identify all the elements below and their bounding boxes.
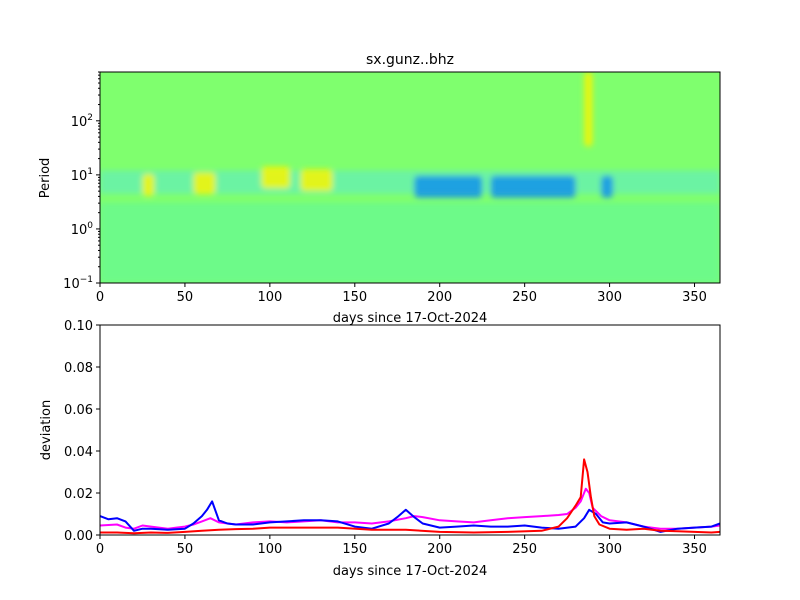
spectrogram-lower-band — [100, 203, 720, 283]
deviation-x-axis-label: days since 17-Oct-2024 — [333, 564, 488, 579]
spectrogram-x-tick-label: 250 — [512, 290, 537, 305]
spectrogram-feature-7 — [584, 72, 593, 147]
deviation-y-tick-label: 0.08 — [64, 361, 93, 376]
spectrogram-y-tick-label: 10−1 — [63, 275, 93, 292]
chart-title: sx.gunz..bhz — [366, 52, 454, 68]
deviation-frame — [99, 324, 721, 536]
deviation-x-tick-label: 250 — [512, 542, 537, 557]
deviation-x-tick-label: 200 — [427, 542, 452, 557]
spectrogram-y-tick-label: 100 — [71, 221, 94, 238]
deviation-x-tick-label: 0 — [96, 542, 104, 557]
deviation-y-axis-label: deviation — [39, 400, 54, 460]
deviation-series-1 — [100, 500, 720, 533]
spectrogram-feature-6 — [601, 175, 613, 198]
deviation-x-tick-label: 300 — [597, 542, 622, 557]
spectrogram-x-tick-label: 150 — [342, 290, 367, 305]
spectrogram-x-tick-label: 300 — [597, 290, 622, 305]
deviation-x-tick-label: 50 — [177, 542, 194, 557]
spectrogram-feature-2 — [261, 166, 291, 189]
spectrogram-feature-4 — [414, 175, 483, 198]
spectrogram-x-tick-label: 50 — [177, 290, 194, 305]
spectrogram-x-tick-label: 100 — [257, 290, 282, 305]
deviation-series-2 — [100, 458, 720, 535]
spectrogram-feature-1 — [193, 172, 216, 195]
spectrogram-panel: 0 50 100 150 200 250 300 350 10−1 100 101 102 days… — [38, 71, 721, 326]
spectrogram-y-axis-label: Period — [38, 158, 53, 199]
deviation-y-tick-label: 0.10 — [64, 319, 93, 334]
spectrogram-y-tick-label: 101 — [71, 167, 93, 184]
spectrogram-feature-3 — [300, 169, 333, 192]
deviation-y-tick-label: 0.02 — [64, 487, 93, 502]
spectrogram-x-axis-label: days since 17-Oct-2024 — [333, 311, 488, 326]
deviation-x-tick-label: 150 — [342, 542, 367, 557]
spectrogram-x-tick-label: 0 — [96, 290, 104, 305]
spectrogram-mid-band — [100, 170, 720, 194]
spectrogram-feature-5 — [490, 175, 576, 198]
spectrogram-y-tick-label: 102 — [71, 113, 93, 130]
spectrogram-feature-0 — [142, 173, 155, 197]
deviation-y-tick-label: 0.06 — [64, 403, 93, 418]
deviation-x-tick-label: 350 — [682, 542, 707, 557]
deviation-plot-area — [100, 325, 720, 535]
deviation-y-tick-label: 0.00 — [64, 529, 93, 544]
spectrogram-x-tick-label: 350 — [682, 290, 707, 305]
deviation-y-tick-label: 0.04 — [64, 445, 93, 460]
spectrogram-x-tick-label: 200 — [427, 290, 452, 305]
deviation-panel: 0 50 100 150 200 250 300 350 0.00 0.02 0.04 0.06 0.… — [39, 319, 721, 579]
deviation-x-tick-label: 100 — [257, 542, 282, 557]
